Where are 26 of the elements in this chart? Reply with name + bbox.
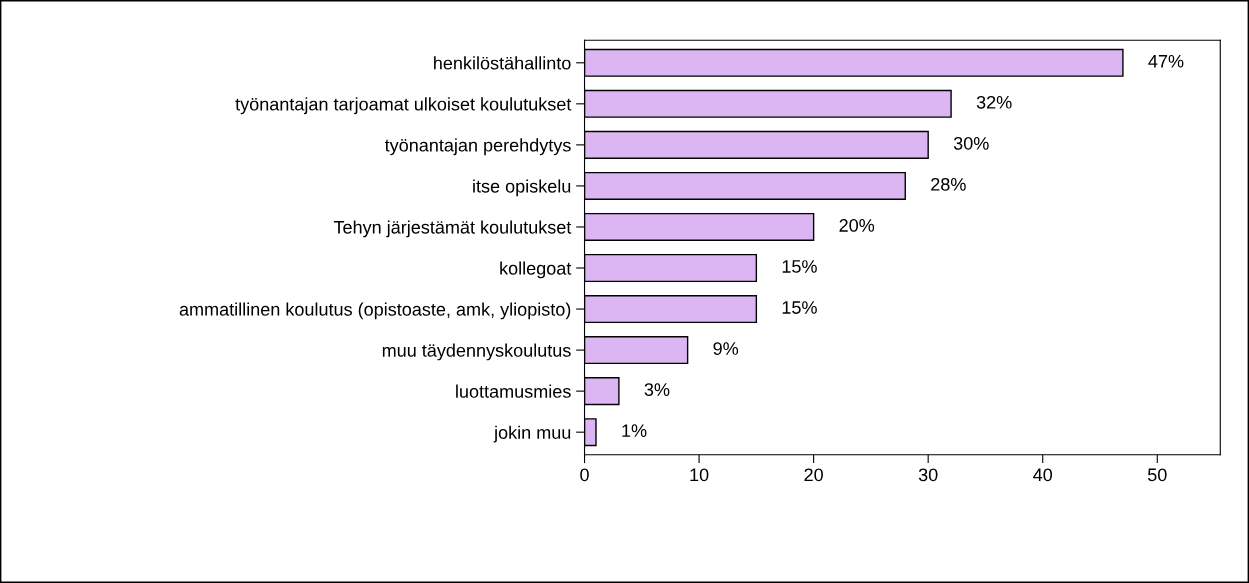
data-label: 3% bbox=[644, 383, 670, 396]
x-tick-label: 30 bbox=[918, 468, 938, 482]
data-label: 1% bbox=[622, 424, 647, 437]
y-tick-label: luottamusmies bbox=[456, 384, 571, 398]
x-tick-label: 0 bbox=[580, 468, 589, 482]
y-tick-label: työnantajan tarjoamat ulkoiset koulutukset bbox=[235, 97, 572, 115]
data-label: 30% bbox=[953, 136, 989, 150]
y-tick-label: henkilöstähallinto bbox=[434, 56, 571, 70]
data-label: 28% bbox=[931, 177, 966, 191]
y-tick-label: ammatillinen koulutus (opistoaste, amk, yliopisto) bbox=[179, 302, 571, 320]
data-label: 20% bbox=[839, 219, 875, 232]
data-label: 32% bbox=[976, 95, 1012, 109]
x-tick-label: 40 bbox=[1033, 468, 1053, 482]
x-tick-label: 10 bbox=[690, 468, 709, 482]
data-label: 9% bbox=[713, 342, 739, 355]
y-tick-label: työnantajan perehdytys bbox=[384, 138, 571, 156]
y-tick-label: kollegoat bbox=[500, 261, 572, 279]
y-tick-label: muu täydennyskoulutus bbox=[382, 343, 571, 361]
data-label: 15% bbox=[782, 260, 817, 273]
x-tick-label: 50 bbox=[1147, 468, 1167, 482]
x-tick-label: 20 bbox=[804, 468, 823, 482]
data-label: 47% bbox=[1148, 54, 1184, 68]
y-tick-label: Tehyn järjestämät koulutukset bbox=[333, 220, 572, 238]
data-label: 15% bbox=[782, 301, 817, 314]
y-tick-label: jokin muu bbox=[493, 425, 571, 443]
y-tick-label: itse opiskelu bbox=[473, 179, 571, 197]
